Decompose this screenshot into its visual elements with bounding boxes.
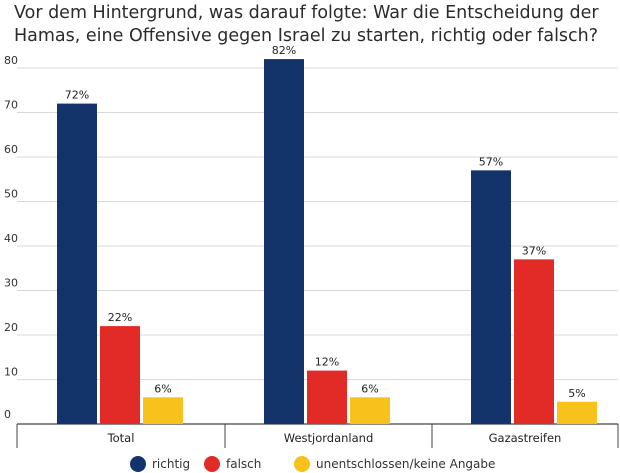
- bar-unentschlossen-keine-angabe: [350, 397, 390, 424]
- data-label: 37%: [522, 244, 546, 257]
- bar-falsch: [514, 259, 554, 424]
- data-label: 72%: [65, 89, 89, 102]
- x-category-label: Total: [107, 431, 135, 445]
- data-label: 5%: [568, 387, 585, 400]
- bar-falsch: [100, 326, 140, 424]
- y-tick-label: 10: [4, 366, 18, 379]
- data-label: 12%: [315, 356, 339, 369]
- y-tick-label: 20: [4, 321, 18, 334]
- data-label: 6%: [154, 382, 171, 395]
- bar-richtig: [471, 170, 511, 424]
- data-label: 57%: [479, 155, 503, 168]
- bar-richtig: [57, 103, 97, 424]
- bar-unentschlossen-keine-angabe: [143, 397, 183, 424]
- y-tick-label: 70: [4, 99, 18, 112]
- bar-falsch: [307, 370, 347, 424]
- x-category-label: Gazastreifen: [489, 431, 562, 445]
- y-tick-label: 0: [4, 408, 11, 421]
- bar-unentschlossen-keine-angabe: [557, 401, 597, 424]
- bar-richtig: [264, 59, 304, 424]
- y-tick-label: 30: [4, 277, 18, 290]
- legend-label: unentschlossen/keine Angabe: [316, 457, 495, 471]
- x-category-label: Westjordanland: [284, 431, 374, 445]
- legend-label: richtig: [152, 457, 190, 471]
- legend-marker: [204, 456, 220, 472]
- data-label: 6%: [361, 382, 378, 395]
- data-label: 22%: [108, 311, 132, 324]
- legend-label: falsch: [226, 457, 261, 471]
- y-tick-label: 40: [4, 232, 18, 245]
- legend-marker: [294, 456, 310, 472]
- chart-title: Vor dem Hintergrund, was darauf folgte: …: [14, 3, 599, 46]
- legend-marker: [130, 456, 146, 472]
- y-tick-label: 50: [4, 188, 18, 201]
- data-label: 82%: [272, 44, 296, 57]
- y-tick-label: 60: [4, 143, 18, 156]
- y-tick-label: 80: [4, 54, 18, 67]
